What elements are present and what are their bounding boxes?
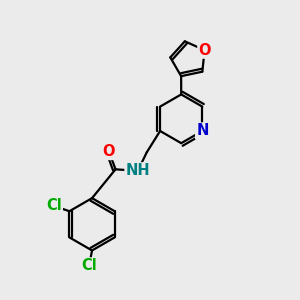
Text: O: O bbox=[198, 43, 211, 58]
Text: O: O bbox=[103, 144, 115, 159]
Text: Cl: Cl bbox=[46, 198, 62, 213]
Text: N: N bbox=[196, 124, 208, 139]
Text: NH: NH bbox=[125, 163, 150, 178]
Text: Cl: Cl bbox=[81, 258, 97, 273]
